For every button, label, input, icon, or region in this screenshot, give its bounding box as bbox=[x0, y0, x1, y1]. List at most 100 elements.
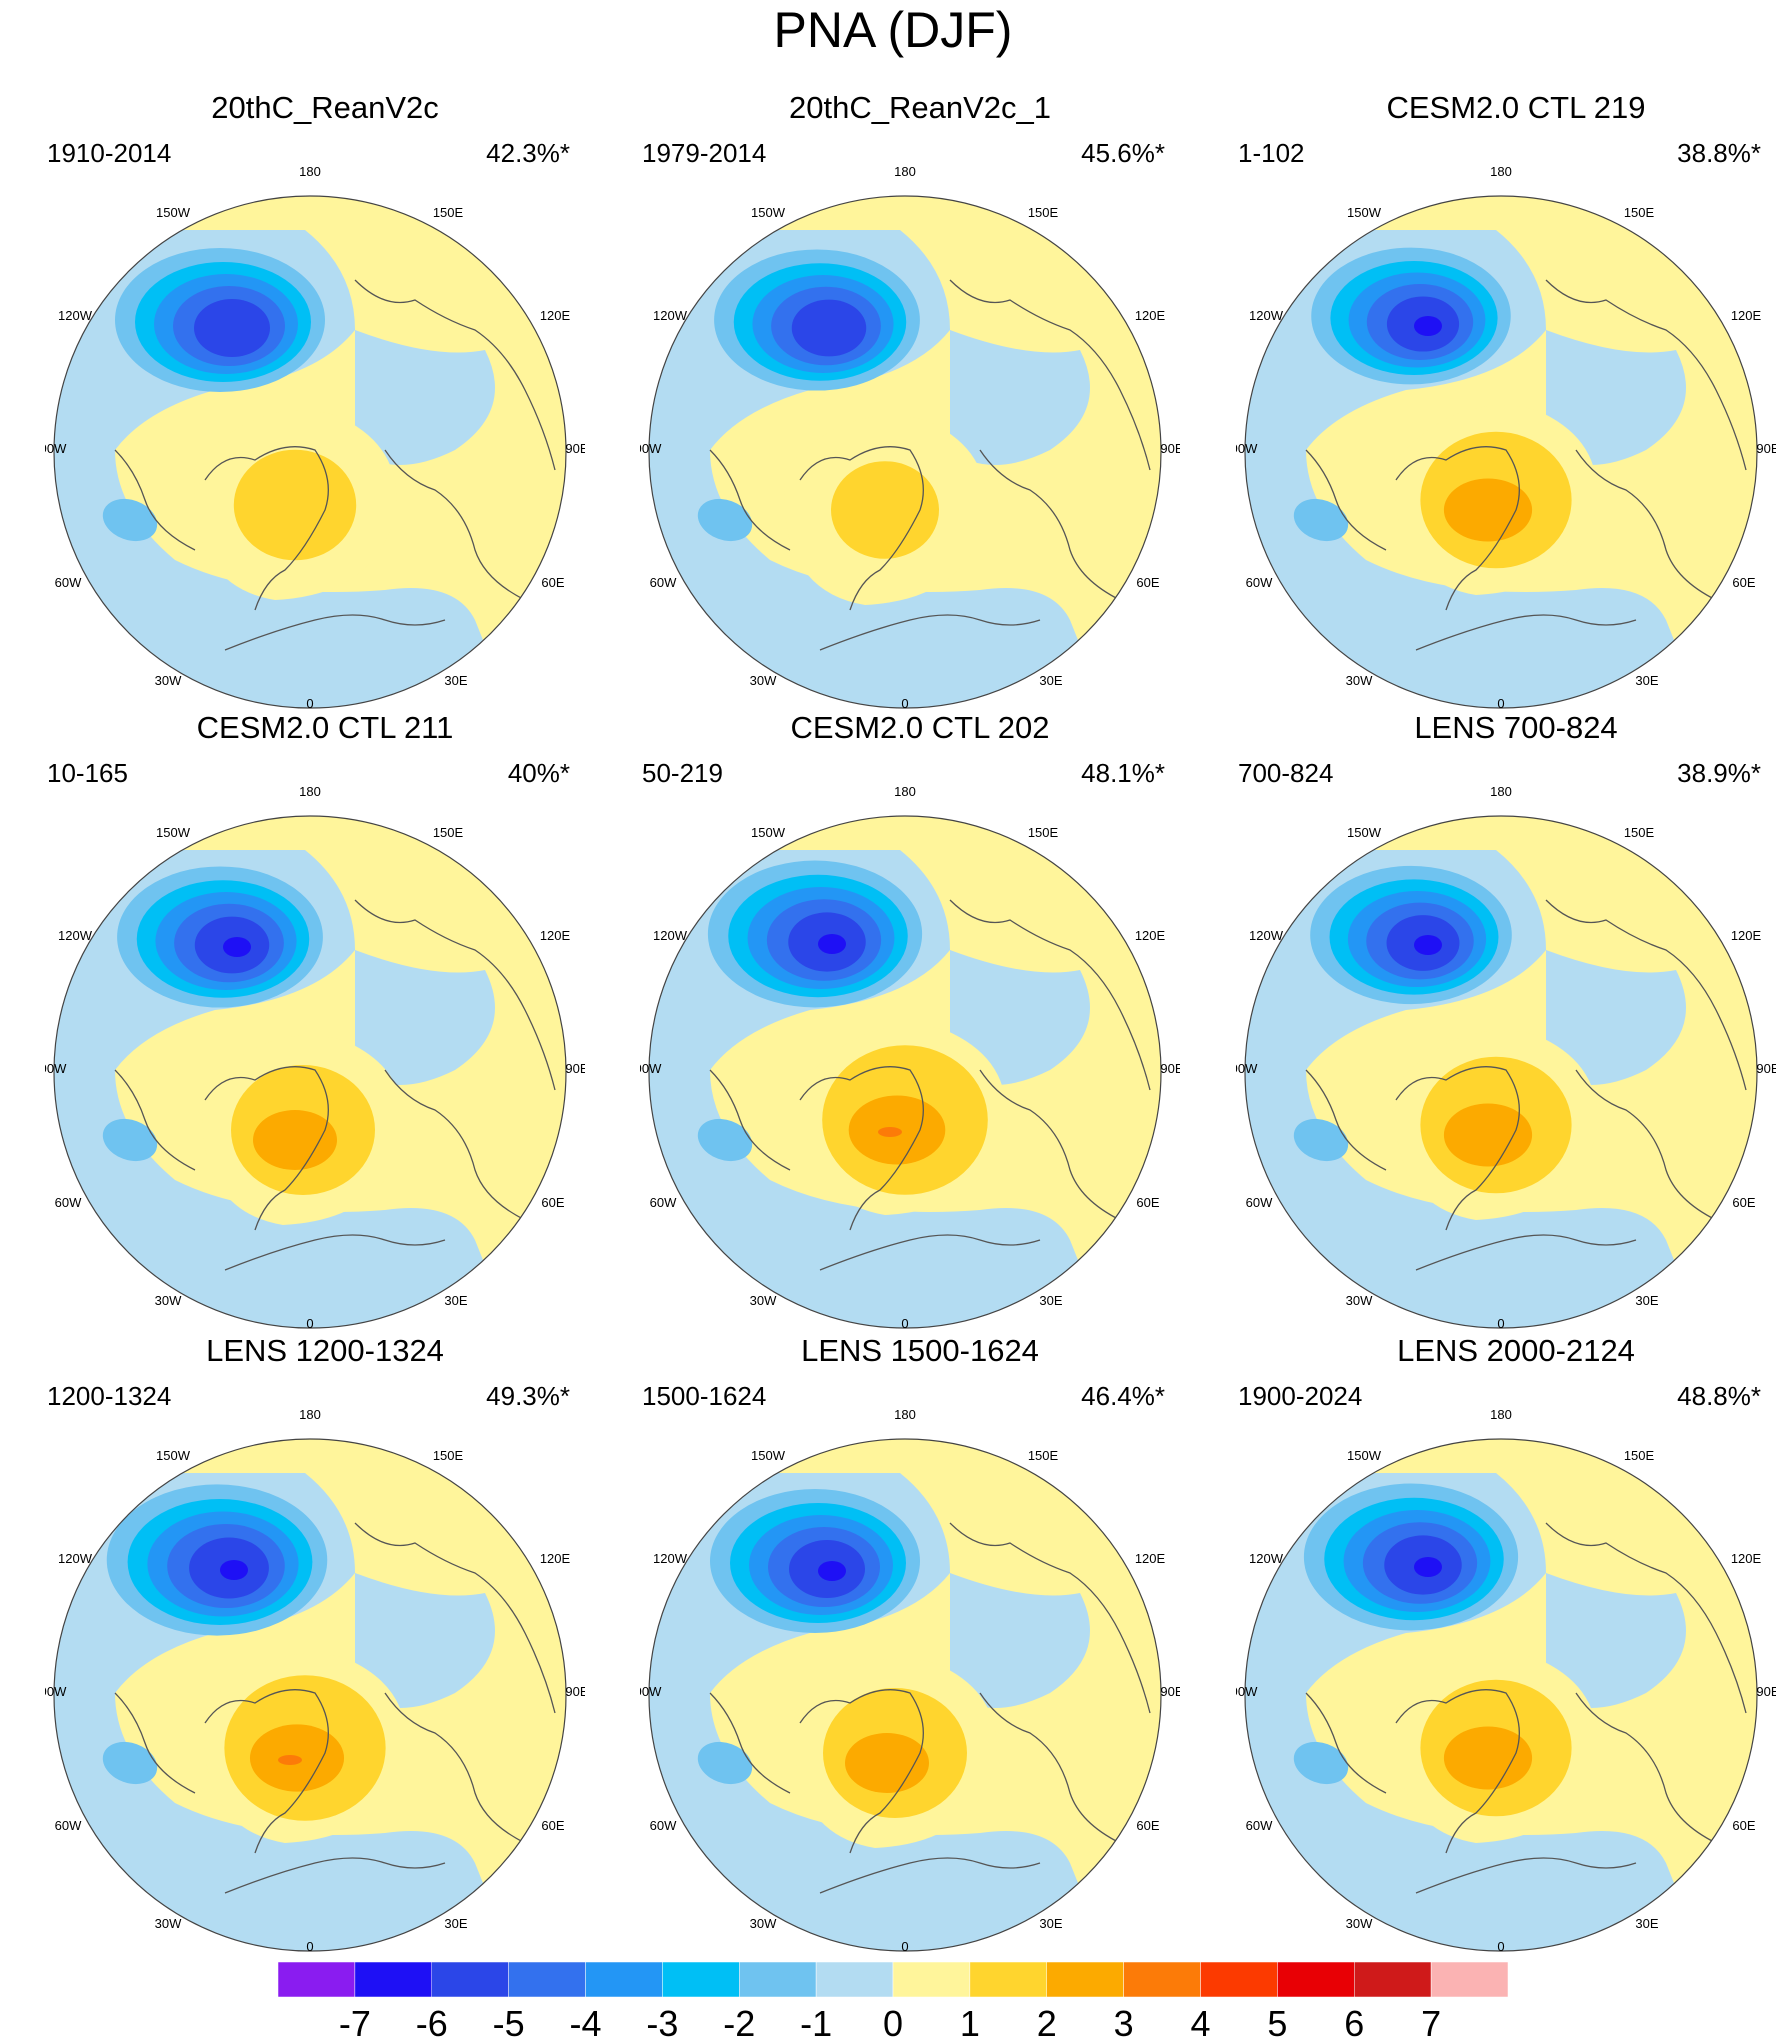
coastlines bbox=[709, 899, 1151, 1271]
map-panel: CESM2.0 CTL 202 50-219 48.1%* 180 0 150W 150E 1… bbox=[640, 710, 1200, 1331]
map-panel: LENS 1200-1324 1200-1324 49.3%* 180 0 150W 150… bbox=[45, 1333, 605, 1954]
longitude-label: 90E bbox=[1756, 1684, 1776, 1699]
longitude-label: 120E bbox=[540, 1551, 571, 1566]
panel-period: 1979-2014 bbox=[642, 138, 767, 168]
longitude-label: 180 bbox=[894, 164, 916, 179]
longitude-label: 60W bbox=[650, 1195, 677, 1210]
coastlines bbox=[1305, 899, 1747, 1271]
longitude-label: 90W bbox=[1236, 1684, 1258, 1699]
longitude-label: 150E bbox=[433, 1448, 464, 1463]
polar-map: 180 0 150W 150E 120W 120E 90W 90E 60W 60E 30W 30E bbox=[45, 784, 585, 1331]
negative-contour bbox=[102, 498, 158, 542]
longitude-label: 60W bbox=[1246, 1195, 1273, 1210]
negative-contour-core bbox=[220, 1560, 248, 1580]
figure-title: PNA (DJF) bbox=[773, 2, 1013, 58]
longitude-label: 30W bbox=[155, 1293, 182, 1308]
positive-contour-core bbox=[878, 1127, 902, 1137]
explained-variance: 46.4%* bbox=[1081, 1381, 1165, 1411]
explained-variance: 38.8%* bbox=[1677, 138, 1761, 168]
panel-period: 1200-1324 bbox=[47, 1381, 172, 1411]
panel-title: LENS 700-824 bbox=[1414, 710, 1618, 745]
negative-contour bbox=[1293, 1741, 1349, 1785]
colorbar-tick-label: -7 bbox=[339, 2003, 371, 2042]
colorbar-segment bbox=[431, 1962, 509, 1998]
longitude-label: 60E bbox=[1732, 1195, 1755, 1210]
positive-contour bbox=[1443, 478, 1533, 542]
longitude-label: 180 bbox=[894, 1407, 916, 1422]
explained-variance: 48.8%* bbox=[1677, 1381, 1761, 1411]
coastlines bbox=[114, 279, 556, 651]
colorbar-segment bbox=[739, 1962, 817, 1998]
longitude-label: 120W bbox=[58, 308, 93, 323]
longitude-label: 120E bbox=[1135, 308, 1166, 323]
negative-contour-core bbox=[1414, 316, 1442, 336]
longitude-label: 120E bbox=[1731, 1551, 1762, 1566]
polar-map: 180 0 150W 150E 120W 120E 90W 90E 60W 60E 30W 30E bbox=[640, 164, 1180, 711]
colorbar-segment bbox=[662, 1962, 740, 1998]
longitude-label: 180 bbox=[299, 164, 321, 179]
longitude-label: 120E bbox=[1731, 928, 1762, 943]
polar-map: 180 0 150W 150E 120W 120E 90W 90E 60W 60E 30W 30E bbox=[1236, 164, 1776, 711]
longitude-label: 180 bbox=[894, 784, 916, 799]
longitude-label: 120W bbox=[653, 928, 688, 943]
longitude-label: 60W bbox=[1246, 1818, 1273, 1833]
longitude-label: 150W bbox=[1347, 205, 1382, 220]
colorbar-tick-label: 4 bbox=[1190, 2003, 1210, 2042]
longitude-label: 90E bbox=[1160, 1061, 1180, 1076]
longitude-label: 30E bbox=[1039, 673, 1062, 688]
longitude-label: 90E bbox=[1756, 441, 1776, 456]
colorbar-tick-label: -3 bbox=[646, 2003, 678, 2042]
map-boundary bbox=[53, 815, 567, 1329]
negative-contour bbox=[102, 1118, 158, 1162]
colorbar-segment bbox=[815, 1962, 894, 1998]
longitude-label: 90W bbox=[1236, 441, 1258, 456]
longitude-label: 150W bbox=[751, 205, 786, 220]
colorbar-segment bbox=[1200, 1962, 1278, 1998]
negative-contour bbox=[791, 299, 867, 357]
panel-period: 10-165 bbox=[47, 758, 128, 788]
panel-title: CESM2.0 CTL 219 bbox=[1386, 90, 1646, 125]
longitude-label: 150E bbox=[1624, 825, 1655, 840]
longitude-label: 60W bbox=[55, 1818, 82, 1833]
longitude-label: 150E bbox=[433, 825, 464, 840]
coastlines bbox=[114, 899, 556, 1271]
longitude-label: 60E bbox=[541, 1818, 564, 1833]
colorbar-segment bbox=[1354, 1962, 1432, 1998]
map-boundary bbox=[1244, 1438, 1758, 1952]
colorbar-segment bbox=[892, 1962, 971, 1998]
longitude-label: 30E bbox=[444, 673, 467, 688]
longitude-label: 30E bbox=[444, 1916, 467, 1931]
colorbar-segment bbox=[585, 1962, 663, 1998]
coastlines bbox=[114, 1522, 556, 1894]
colorbar-tick-label: 0 bbox=[883, 2003, 903, 2042]
negative-contour bbox=[697, 1741, 753, 1785]
longitude-label: 90W bbox=[640, 1061, 662, 1076]
polar-map: 180 0 150W 150E 120W 120E 90W 90E 60W 60E 30W 30E bbox=[45, 1407, 585, 1954]
longitude-label: 90E bbox=[1160, 441, 1180, 456]
longitude-label: 120E bbox=[1135, 928, 1166, 943]
longitude-label: 90W bbox=[45, 441, 67, 456]
colorbar-segment bbox=[1046, 1962, 1124, 1998]
explained-variance: 49.3%* bbox=[486, 1381, 570, 1411]
longitude-label: 0 bbox=[1497, 1316, 1504, 1331]
longitude-label: 0 bbox=[901, 696, 908, 711]
panel-period: 700-824 bbox=[1238, 758, 1334, 788]
longitude-label: 180 bbox=[1490, 1407, 1512, 1422]
negative-contour bbox=[1293, 498, 1349, 542]
negative-contour-core bbox=[818, 1561, 846, 1581]
map-boundary bbox=[648, 815, 1162, 1329]
polar-map: 180 0 150W 150E 120W 120E 90W 90E 60W 60E 30W 30E bbox=[640, 1407, 1180, 1954]
longitude-label: 150W bbox=[751, 1448, 786, 1463]
longitude-label: 60E bbox=[541, 575, 564, 590]
longitude-label: 60W bbox=[650, 1818, 677, 1833]
map-panel: LENS 700-824 700-824 38.9%* 180 0 150W 150E 120… bbox=[1236, 710, 1786, 1331]
map-panel: 20thC_ReanV2c 1910-2014 42.3%* 180 0 150W 150E… bbox=[45, 90, 605, 711]
colorbar-tick-label: 7 bbox=[1421, 2003, 1441, 2042]
longitude-label: 0 bbox=[1497, 696, 1504, 711]
map-panel: LENS 1500-1624 1500-1624 46.4%* 180 0 150W 150… bbox=[640, 1333, 1200, 1954]
colorbar-segment bbox=[969, 1962, 1047, 1998]
map-boundary bbox=[53, 195, 567, 709]
map-panel: CESM2.0 CTL 211 10-165 40%* 180 0 150W 150E 120… bbox=[45, 710, 605, 1331]
map-panel: CESM2.0 CTL 219 1-102 38.8%* 180 0 150W 150E 12… bbox=[1236, 90, 1786, 711]
negative-contour bbox=[697, 1118, 753, 1162]
